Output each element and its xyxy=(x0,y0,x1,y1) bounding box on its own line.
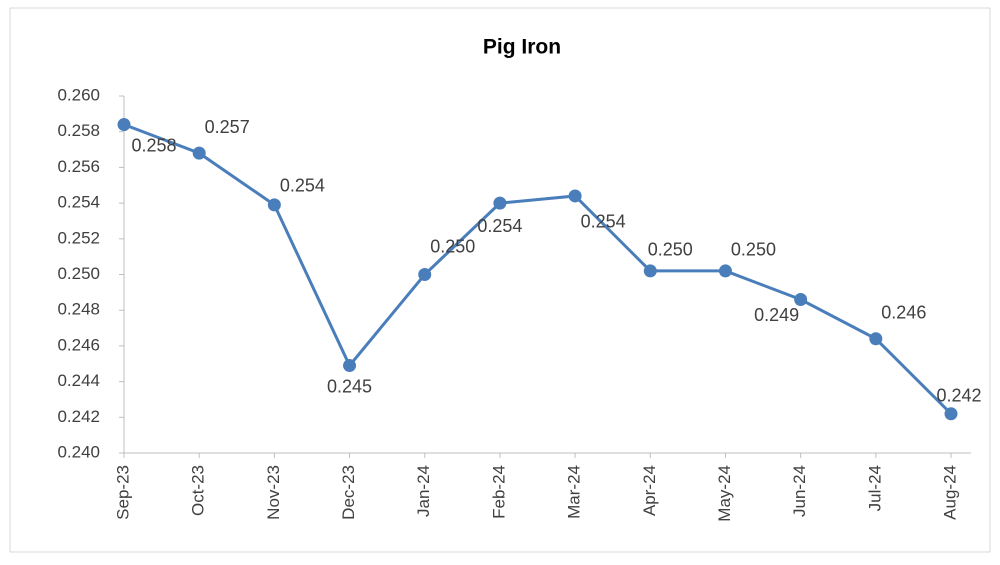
y-tick-label: 0.242 xyxy=(57,407,100,426)
point xyxy=(568,189,582,203)
point xyxy=(643,264,657,278)
data-label: 0.242 xyxy=(936,385,981,405)
line xyxy=(123,123,953,415)
chart-border xyxy=(9,7,991,553)
data-label: 0.258 xyxy=(131,135,176,155)
data-label: 0.249 xyxy=(754,305,799,325)
data-label: 0.250 xyxy=(731,240,776,260)
y-tick-label: 0.248 xyxy=(57,300,100,319)
x-tick-label: Nov-23 xyxy=(264,465,283,520)
y-tick-label: 0.258 xyxy=(57,121,100,140)
x-tick-label: Jun-24 xyxy=(790,465,809,517)
point xyxy=(343,359,357,373)
point xyxy=(117,118,131,132)
y-tick-label: 0.240 xyxy=(57,442,100,461)
y-tick-label: 0.260 xyxy=(57,85,100,104)
x-tick-label: Feb-24 xyxy=(489,465,508,519)
y-tick-label: 0.246 xyxy=(57,335,100,354)
point xyxy=(944,407,958,421)
x-tick-label: Aug-24 xyxy=(940,465,959,520)
chart-title: Pig Iron xyxy=(483,36,561,59)
point xyxy=(267,198,281,212)
data-label: 0.246 xyxy=(881,303,926,323)
point xyxy=(418,268,432,281)
point xyxy=(794,292,808,306)
x-tick-label: Oct-23 xyxy=(189,465,208,516)
point xyxy=(718,264,732,278)
data-label: 0.254 xyxy=(477,216,522,236)
data-label: 0.245 xyxy=(327,376,372,396)
x-tick-label: Dec-23 xyxy=(339,465,358,520)
y-tick-label: 0.252 xyxy=(57,228,100,247)
data-label: 0.250 xyxy=(648,240,693,260)
data-label: 0.257 xyxy=(205,117,250,137)
x-tick-label: Jul-24 xyxy=(865,465,884,511)
y-tick-label: 0.256 xyxy=(57,157,100,176)
x-tick-label: Mar-24 xyxy=(565,465,584,519)
data-label: 0.254 xyxy=(280,176,325,196)
x-tick-label: Sep-23 xyxy=(113,465,132,520)
point xyxy=(869,332,883,346)
point xyxy=(192,146,206,160)
x-tick-label: Apr-24 xyxy=(640,465,659,516)
y-tick-label: 0.254 xyxy=(57,193,100,212)
x-tick-label: Jan-24 xyxy=(414,465,433,517)
y-tick-label: 0.244 xyxy=(57,371,100,390)
data-label: 0.254 xyxy=(581,212,626,232)
x-tick-label: May-24 xyxy=(715,465,734,522)
point xyxy=(493,196,507,210)
data-label: 0.250 xyxy=(430,236,475,256)
y-tick-label: 0.250 xyxy=(57,264,100,283)
